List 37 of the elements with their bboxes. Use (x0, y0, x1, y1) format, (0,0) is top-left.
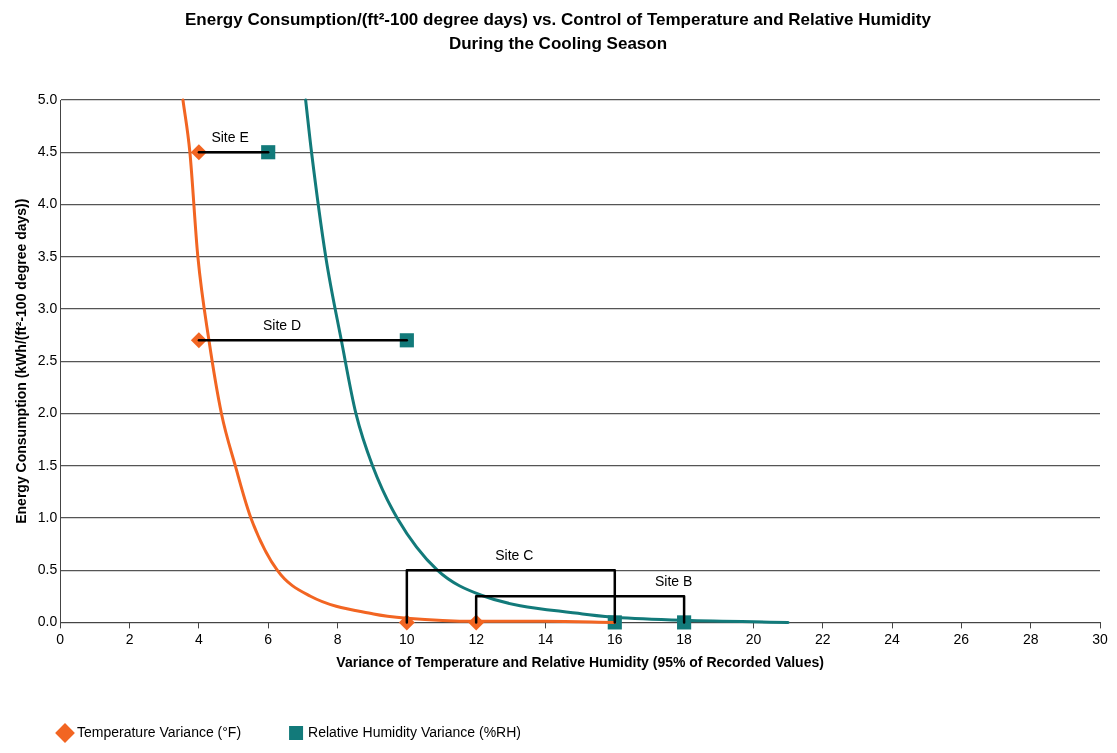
annotation: Site D (263, 317, 302, 334)
y-tick-label: 4.5 (37, 143, 58, 160)
y-tick-label: 5.0 (37, 90, 58, 107)
x-tick-label: 30 (1092, 630, 1108, 647)
y-tick-label: 3.0 (37, 299, 58, 316)
x-tick-label: 26 (953, 630, 970, 647)
y-tick-label: 2.5 (37, 352, 58, 369)
y-tick-label: 2.0 (37, 404, 58, 421)
x-tick-label: 2 (125, 630, 134, 647)
legend-label: Temperature Variance (°F) (77, 723, 242, 740)
x-tick-label: 6 (264, 630, 273, 647)
x-tick-label: 22 (814, 630, 831, 647)
x-tick-label: 28 (1022, 630, 1039, 647)
x-tick-label: 8 (333, 630, 342, 647)
point (261, 145, 276, 160)
x-tick-label: 0 (56, 630, 65, 647)
x-tick-label: 16 (607, 630, 623, 647)
y-axis-title: Energy Consumption (kWh/(ft²-100 degree days)) (13, 198, 30, 524)
y-tick-label: 0.0 (37, 613, 58, 630)
y-tick-label: 1.0 (37, 508, 58, 525)
y-tick-label: 4.0 (37, 195, 58, 212)
y-tick-label: 3.5 (37, 247, 58, 264)
x-tick-label: 14 (537, 630, 554, 647)
chart-title: Energy Consumption/(ft²-100 degree days) vs. Control of Temperature and Relative Humidity During the Cooling Season (184, 9, 932, 55)
x-axis-title: Variance of Temperature and Relative Humidity (95% of Recorded Values) (336, 654, 824, 671)
annotation: Site E (211, 129, 249, 146)
annotation: Site B (655, 573, 693, 590)
y-tick-label: 0.5 (37, 561, 58, 578)
x-tick-label: 10 (399, 630, 415, 647)
legend-label: Relative Humidity Variance (%RH) (308, 723, 521, 740)
y-tick-label: 1.5 (37, 456, 58, 473)
x-tick-label: 24 (884, 630, 901, 647)
annotation: Site C (495, 547, 534, 564)
x-tick-label: 20 (745, 630, 762, 647)
x-tick-label: 12 (468, 630, 485, 647)
x-tick-label: 18 (676, 630, 693, 647)
x-tick-label: 4 (195, 630, 203, 647)
